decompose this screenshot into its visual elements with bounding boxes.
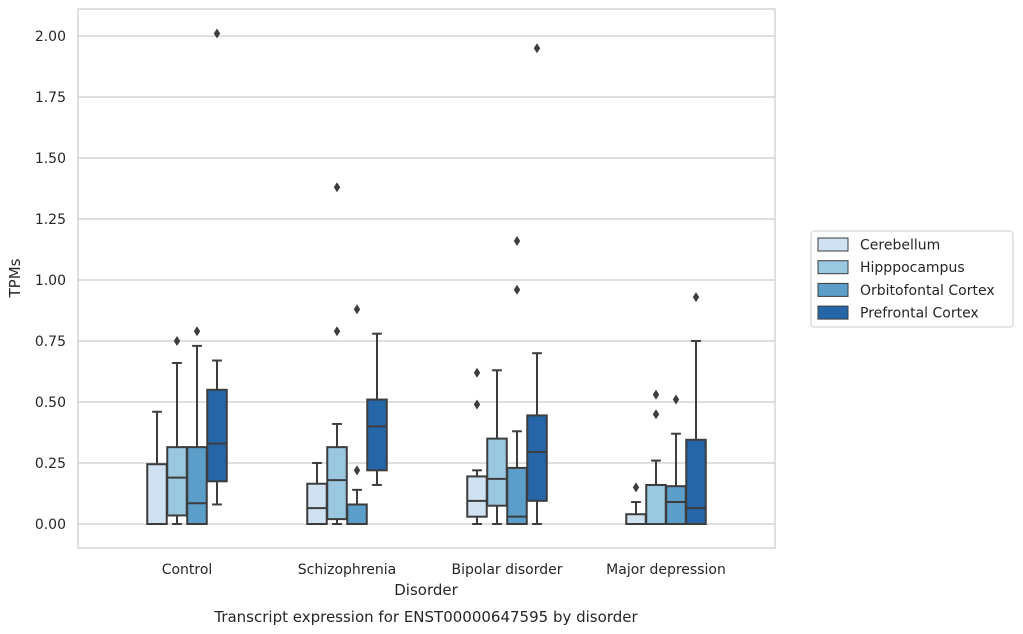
outlier-point (473, 399, 481, 410)
y-tick-label: 1.00 (35, 273, 66, 289)
y-axis-label: TPMs (6, 258, 24, 298)
y-tick-labels: 0.00 0.25 0.50 0.75 1.00 1.25 1.50 1.75 2.00 (35, 29, 66, 533)
box-body (366, 398, 388, 472)
box-3-1 (645, 389, 667, 525)
y-tick-label: 0.25 (35, 456, 66, 472)
outlier-point (353, 465, 361, 476)
outlier-point (353, 304, 361, 315)
box-body (466, 475, 488, 518)
box-body (685, 438, 707, 526)
x-tick-label: Bipolar disorder (451, 562, 562, 578)
outlier-point (652, 409, 660, 420)
x-axis-label: Disorder (394, 581, 458, 599)
box-body (486, 437, 508, 507)
legend-frame (810, 230, 1014, 328)
outlier-point (513, 284, 521, 295)
box-3-3 (685, 292, 707, 526)
x-tick-label: Major depression (606, 562, 726, 578)
x-tick-label: Control (162, 562, 213, 578)
outlier-point (333, 326, 341, 337)
outlier-point (513, 235, 521, 246)
y-tick-label: 2.00 (35, 29, 66, 45)
box-body (306, 482, 328, 525)
x-tick-label: Schizophrenia (298, 562, 396, 578)
legend-label: Prefrontal Cortex (860, 306, 979, 322)
box-1-3 (366, 332, 388, 486)
box-body (186, 446, 208, 526)
y-tick-label: 0.75 (35, 334, 66, 350)
box-body (146, 463, 168, 525)
outlier-point (173, 336, 181, 346)
box-2-3 (526, 43, 548, 525)
legend-swatch (817, 282, 849, 297)
outlier-point (333, 182, 341, 193)
box-body (625, 513, 647, 525)
outlier-point (213, 28, 221, 39)
box-0-3 (206, 28, 228, 506)
box-1-2 (346, 304, 368, 526)
box-0-0 (146, 410, 168, 525)
legend-label: Hipppocampus (860, 260, 965, 276)
legend-items: Cerebellum Hipppocampus Orbitofontal Corte… (817, 237, 995, 322)
box-3-2 (665, 394, 687, 525)
y-tick-label: 1.75 (35, 90, 66, 106)
box-body (326, 446, 348, 521)
box-3-0 (625, 482, 647, 525)
box-0-2 (186, 326, 208, 526)
outlier-point (652, 389, 660, 400)
y-tick-label: 0.00 (35, 517, 66, 533)
box-body (526, 414, 548, 502)
legend-label: Cerebellum (860, 238, 940, 254)
outlier-point (692, 292, 700, 303)
legend: Cerebellum Hipppocampus Orbitofontal Corte… (810, 230, 1014, 328)
y-tick-label: 0.50 (35, 395, 66, 411)
box-1-0 (306, 462, 328, 525)
legend-swatch (817, 260, 849, 275)
outlier-point (672, 394, 680, 405)
plot-area-frame (77, 8, 776, 549)
box-2-1 (486, 369, 508, 525)
box-1-1 (326, 182, 348, 525)
outlier-point (193, 326, 201, 337)
box-body (645, 483, 667, 525)
box-body (506, 466, 528, 526)
legend-swatch (817, 237, 849, 252)
box-2-2 (506, 235, 528, 526)
figure-caption: Transcript expression for ENST0000064759… (213, 608, 638, 626)
outlier-point (533, 43, 541, 54)
y-tick-label: 1.25 (35, 212, 66, 228)
legend-label: Orbitofontal Cortex (860, 283, 995, 299)
box-body (166, 446, 188, 517)
outlier-point (473, 367, 481, 378)
box-body (665, 485, 687, 525)
outlier-point (632, 482, 640, 493)
box-0-1 (166, 336, 188, 525)
y-tick-label: 1.50 (35, 151, 66, 167)
box-body (206, 388, 228, 483)
box-2-0 (466, 367, 488, 525)
box-body (346, 503, 368, 526)
x-tick-labels: Control Schizophrenia Bipolar disorder Majo… (162, 562, 726, 578)
legend-swatch (817, 305, 849, 320)
box-layer (146, 28, 707, 526)
